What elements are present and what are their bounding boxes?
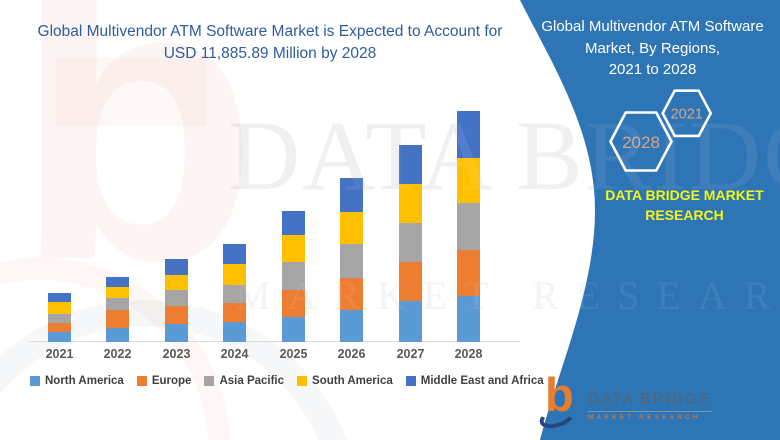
bar-segment-2026-europe [340,278,363,310]
chart-title: Global Multivendor ATM Software Market i… [0,21,540,65]
hexagon-2028-label: 2028 [622,133,660,152]
bar-segment-2027-asia-pacific [399,223,422,262]
bar-segment-2024-south-america [223,264,246,285]
bar-segment-2028-asia-pacific [457,203,480,250]
bar-segment-2022-europe [106,310,129,328]
legend-item-asia-pacific: Asia Pacific [204,375,284,387]
x-axis-label-2022: 2022 [103,347,132,361]
legend-label: Europe [151,375,192,387]
bar-segment-2021-north-america [48,332,71,342]
bar-segment-2024-middle-east-and-africa [223,244,246,264]
logo-name: DATA BRIDGE [588,391,712,408]
bar-segment-2022-north-america [106,328,129,342]
right-panel: 2028 2021 [520,0,780,440]
legend-item-europe: Europe [136,375,192,387]
bar-segment-2027-north-america [399,301,422,342]
legend-item-middle-east-and-africa: Middle East and Africa [405,375,544,387]
bar-segment-2025-asia-pacific [282,262,305,290]
legend-swatch-icon [405,376,416,386]
bar-segment-2025-middle-east-and-africa [282,211,305,235]
bar-segment-2025-europe [282,290,305,317]
panel-heading: Global Multivendor ATM Software Market, … [525,16,780,81]
logo-tagline: MARKET RESEARCH [588,414,701,421]
bar-segment-2028-north-america [457,296,480,342]
bar-segment-2026-asia-pacific [340,244,363,278]
bar-2022 [106,277,129,342]
legend-item-north-america: North America [30,375,124,387]
hexagon-2021-icon [661,89,713,138]
bar-segment-2025-south-america [282,235,305,262]
bar-segment-2026-middle-east-and-africa [340,178,363,212]
legend-item-south-america: South America [297,375,393,387]
bar-segment-2026-north-america [340,310,363,342]
bar-2027 [399,145,422,342]
panel-heading-line2: Market, By Regions, [584,39,721,57]
legend-swatch-icon [297,376,308,386]
logo-b-icon: b [536,371,580,433]
bar-segment-2022-middle-east-and-africa [106,277,129,287]
legend-label: North America [45,375,124,387]
x-axis-label-2023: 2023 [162,347,191,361]
x-axis-line [28,341,520,342]
bar-segment-2024-europe [223,303,246,322]
bar-segment-2021-asia-pacific [48,314,71,323]
hexagon-2028-icon [609,111,673,172]
bar-2028 [457,111,480,342]
logo-text: DATA BRIDGE MARKET RESEARCH [588,391,712,421]
x-axis-label-2024: 2024 [220,347,249,361]
bar-segment-2021-europe [48,323,71,332]
company-logo: b DATA BRIDGE MARKET RESEARCH [536,371,712,433]
legend-swatch-icon [204,376,215,386]
hexagon-2021-label: 2021 [671,107,703,123]
bar-segment-2023-middle-east-and-africa [165,259,188,275]
chart-title-line1: Global Multivendor ATM Software Market i… [37,23,503,40]
bar-segment-2028-south-america [457,158,480,203]
chart-legend: North America Europe Asia Pacific South Ame… [30,375,544,387]
x-axis-label-2021: 2021 [45,347,74,361]
bar-segment-2023-south-america [165,275,188,290]
bar-2021 [48,293,71,342]
legend-swatch-icon [30,376,40,386]
bar-segment-2028-europe [457,250,480,296]
panel-heading-line1: Global Multivendor ATM Software [541,18,764,35]
bar-segment-2027-europe [399,262,422,301]
bar-segment-2024-north-america [223,322,246,342]
bar-2025 [282,211,305,342]
panel-brand-name: DATA BRIDGE MARKET RESEARCH [592,185,777,225]
bar-segment-2021-middle-east-and-africa [48,293,71,302]
legend-swatch-icon [136,376,147,386]
bar-segment-2022-south-america [106,287,129,298]
right-panel-shape [520,0,780,440]
bar-segment-2022-asia-pacific [106,298,129,310]
logo-swoosh-icon [536,402,578,433]
bar-segment-2023-asia-pacific [165,290,188,306]
bar-2026 [340,178,363,342]
x-axis-label-2025: 2025 [279,347,308,361]
bar-segment-2027-south-america [399,184,422,223]
bar-segment-2023-north-america [165,324,188,342]
panel-brand-line1: DATA BRIDGE MARKET [605,187,764,203]
watermark-logo-flag [56,58,206,126]
logo-b-letter: b [545,368,574,421]
x-axis-label-2026: 2026 [337,347,366,361]
legend-label: South America [312,375,393,387]
bar-segment-2025-north-america [282,317,305,342]
x-axis-label-2027: 2027 [396,347,425,361]
bar-segment-2021-south-america [48,302,71,314]
bar-segment-2026-south-america [340,212,363,244]
legend-label: Middle East and Africa [420,375,544,387]
bar-segment-2024-asia-pacific [223,285,246,303]
bar-segment-2027-middle-east-and-africa [399,145,422,184]
logo-divider [588,411,712,412]
bar-segment-2028-middle-east-and-africa [457,111,480,158]
bar-2023 [165,259,188,342]
legend-label: Asia Pacific [219,375,285,387]
panel-brand-line2: RESEARCH [645,207,724,223]
chart-title-line2: USD 11,885.89 Million by 2028 [163,45,377,62]
panel-heading-line3: 2021 to 2028 [608,61,697,78]
x-axis-label-2028: 2028 [454,347,483,361]
bar-2024 [223,244,246,342]
bar-segment-2023-europe [165,306,188,324]
